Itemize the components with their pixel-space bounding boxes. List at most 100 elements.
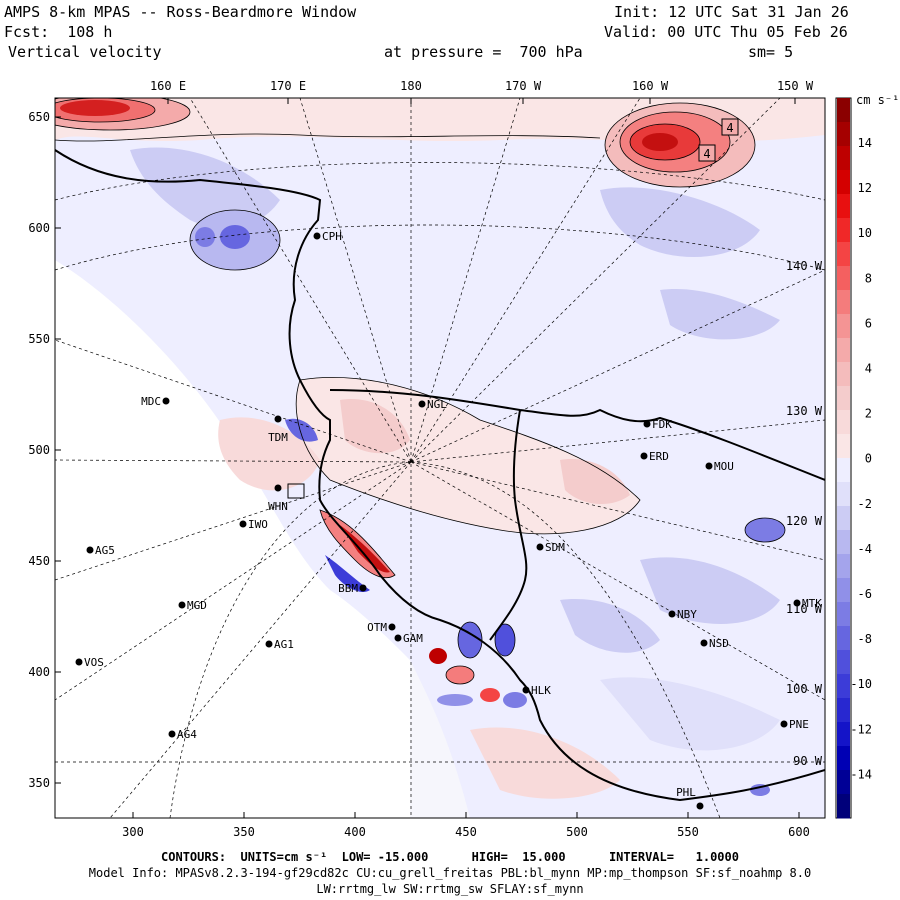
station-dot [643,420,651,428]
colorbar-label: 4 [865,362,872,376]
station-label: SDM [545,541,565,554]
station-dot [239,520,247,528]
graticule [55,98,825,818]
pressure-level: at pressure = 700 hPa [384,43,583,61]
colorbar: cm s⁻¹ 14 12 10 8 6 4 2 0 -2 -4 -6 -8 -10 -12 -14 [835,93,899,819]
x-axis-label: 550 [677,825,699,839]
station-dot [265,640,273,648]
station-dot [522,686,530,694]
station-label: CPH [322,230,342,243]
y-axis-label: 550 [28,332,50,346]
colorbar-swatch [837,626,850,651]
station-hlk: HLK [522,684,551,697]
station-mdc: MDC [141,395,170,408]
station-ngl: NGL [418,398,447,411]
colorbar-swatch [837,482,850,507]
x-axis-label: 300 [122,825,144,839]
colorbar-label: -4 [858,542,872,556]
right-lon-label: 140 W [786,259,823,273]
station-dot [394,634,402,642]
station-vos: VOS [75,656,104,669]
y-axis-label: 500 [28,443,50,457]
station-dot [418,400,426,408]
top-lon-label: 180 [400,79,422,93]
station-label: AG1 [274,638,294,651]
right-lon-label: 90 W [793,754,823,768]
colorbar-swatch [837,698,850,723]
station-label: PHL [676,786,696,799]
colorbar-swatch [837,554,850,579]
station-phl: PHL [676,786,704,810]
colorbar-swatch [837,242,850,267]
station-label: MTK [802,597,822,610]
x-axis-label: 400 [344,825,366,839]
x-axis-label: 450 [455,825,477,839]
station-nby: NBY [668,608,697,621]
colorbar-label: -8 [858,632,872,646]
station-mgd: MGD [178,599,207,612]
colorbar-swatch [837,650,850,675]
station-dot [696,802,704,810]
station-dot [75,658,83,666]
colorbar-swatch [837,746,850,771]
colorbar-swatch [837,722,850,747]
x-axis-label: 350 [233,825,255,839]
station-dot [274,484,282,492]
station-dot [388,623,396,631]
station-dot [178,601,186,609]
station-dot [705,462,713,470]
vertical-velocity-field [55,98,825,818]
station-label: BBM [338,582,358,595]
station-ag5: AG5 [86,544,115,557]
station-dot [640,452,648,460]
station-dot [536,543,544,551]
colorbar-swatch [837,674,850,699]
field-name: Vertical velocity [8,43,162,61]
station-dot [168,730,176,738]
colorbar-label: -10 [850,677,872,691]
station-dot [86,546,94,554]
station-label: ERD [649,450,669,463]
colorbar-swatch [837,530,850,555]
station-label: TDM [268,431,288,444]
colorbar-swatch [837,434,850,459]
station-mtk: MTK [793,597,822,610]
station-dot [359,584,367,592]
y-axis-label: 650 [28,110,50,124]
station-label: PNE [789,718,809,731]
colorbar-swatch [837,218,850,243]
model-title: AMPS 8-km MPAS -- Ross-Beardmore Window [4,3,357,21]
station-label: GAM [403,632,423,645]
colorbar-swatch [837,170,850,195]
y-axis-label: 400 [28,665,50,679]
right-lon-label: 130 W [786,404,823,418]
colorbar-label: -6 [858,587,872,601]
station-dot [313,232,321,240]
right-lon-label: 100 W [786,682,823,696]
y-axis-label: 450 [28,554,50,568]
station-sdm: SDM [536,541,565,554]
colorbar-swatch [837,578,850,603]
colorbar-swatch [837,410,850,435]
contours-info: CONTOURS: UNITS=cm s⁻¹ LOW= -15.000 HIGH… [161,850,739,864]
colorbar-swatch [837,362,850,387]
coastline [55,149,825,802]
station-label: NBY [677,608,697,621]
smoothing: sm= 5 [748,43,794,61]
station-tdm: TDM [268,415,288,444]
station-ag4: AG4 [168,728,197,741]
colorbar-swatch [837,386,850,411]
station-label: HLK [531,684,551,697]
colorbar-label: -12 [850,722,872,736]
colorbar-swatch [837,602,850,627]
contour-lines [55,98,786,685]
contour-marker-label: 4 [726,121,733,135]
station-dot [274,415,282,423]
station-whn: WHN [268,484,288,513]
station-label: WHN [268,500,288,513]
station-label: MDC [141,395,161,408]
colorbar-swatch [837,794,850,819]
